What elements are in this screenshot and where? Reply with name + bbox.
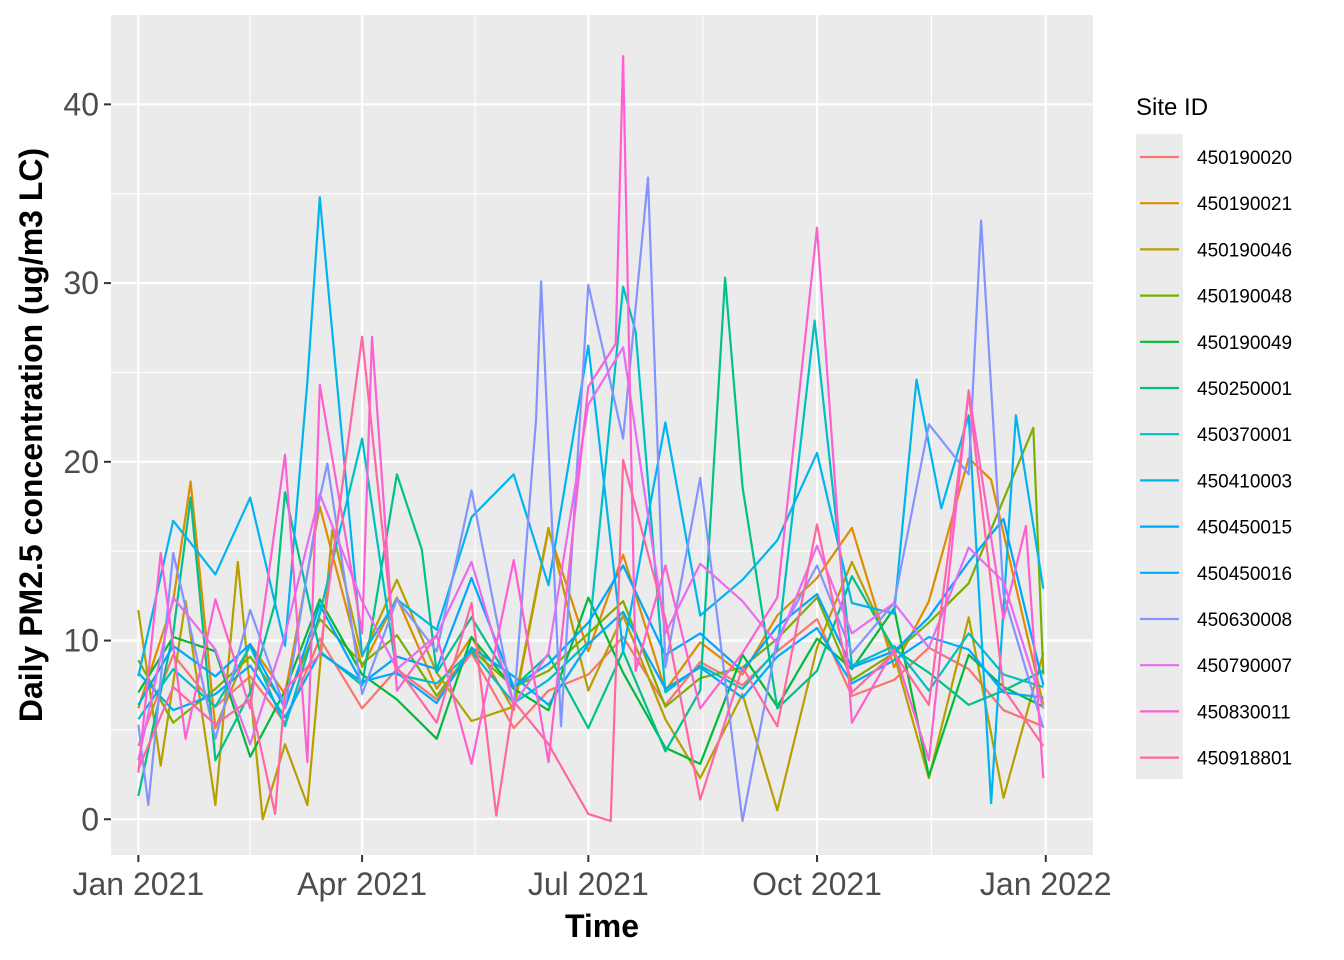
- series-line-450830011: [137, 54, 1045, 779]
- x-tick-label: Jan 2022: [980, 866, 1112, 902]
- series-line-450410003: [137, 196, 1045, 805]
- legend-label-450190049: 450190049: [1197, 333, 1292, 354]
- series-layer: [137, 54, 1045, 823]
- series-line-450450016: [137, 610, 1044, 719]
- y-axis: 0 10 20 30 40: [63, 86, 111, 837]
- legend-label-450830011: 450830011: [1197, 702, 1291, 723]
- x-tick-label: Apr 2021: [297, 866, 427, 902]
- legend-items: 450190020 450190021 450190046 450190048 4501…: [1140, 148, 1292, 770]
- legend-key-background: [1136, 134, 1183, 779]
- series-line-450790007: [137, 346, 1045, 761]
- x-axis: Jan 2021 Apr 2021 Jul 2021 Oct 2021 Jan 2022: [73, 855, 1112, 902]
- y-axis-title: Daily PM2.5 concentration (ug/m3 LC): [13, 148, 49, 722]
- y-tick-label: 10: [63, 623, 99, 659]
- legend-label-450450015: 450450015: [1197, 518, 1292, 539]
- legend-label-450410003: 450410003: [1197, 471, 1292, 492]
- legend-label-450190021: 450190021: [1197, 194, 1292, 215]
- x-tick-label: Jul 2021: [528, 866, 649, 902]
- legend-label-450250001: 450250001: [1197, 379, 1292, 400]
- legend: Site ID 45019002045019002145019004645019…: [1136, 94, 1292, 779]
- y-tick-label: 40: [63, 86, 99, 122]
- plot-panel: [111, 15, 1093, 855]
- y-tick-label: 0: [81, 801, 99, 837]
- y-tick-label: 20: [63, 444, 99, 480]
- legend-label-450190020: 450190020: [1197, 148, 1292, 169]
- x-tick-label: Oct 2021: [752, 866, 882, 902]
- legend-label-450918801: 450918801: [1197, 749, 1292, 770]
- grid-minor: [111, 15, 1093, 855]
- grid-major: [111, 15, 1093, 855]
- series-line-450918801: [137, 335, 1045, 823]
- y-tick-label: 30: [63, 265, 99, 301]
- legend-title: Site ID: [1136, 94, 1208, 121]
- legend-label-450630008: 450630008: [1197, 610, 1292, 631]
- legend-label-450370001: 450370001: [1197, 425, 1292, 446]
- x-tick-label: Jan 2021: [73, 866, 205, 902]
- x-axis-title: Time: [565, 908, 639, 944]
- legend-label-450450016: 450450016: [1197, 564, 1292, 585]
- legend-label-450190048: 450190048: [1197, 287, 1292, 308]
- legend-label-450790007: 450790007: [1197, 656, 1292, 677]
- legend-label-450190046: 450190046: [1197, 240, 1292, 261]
